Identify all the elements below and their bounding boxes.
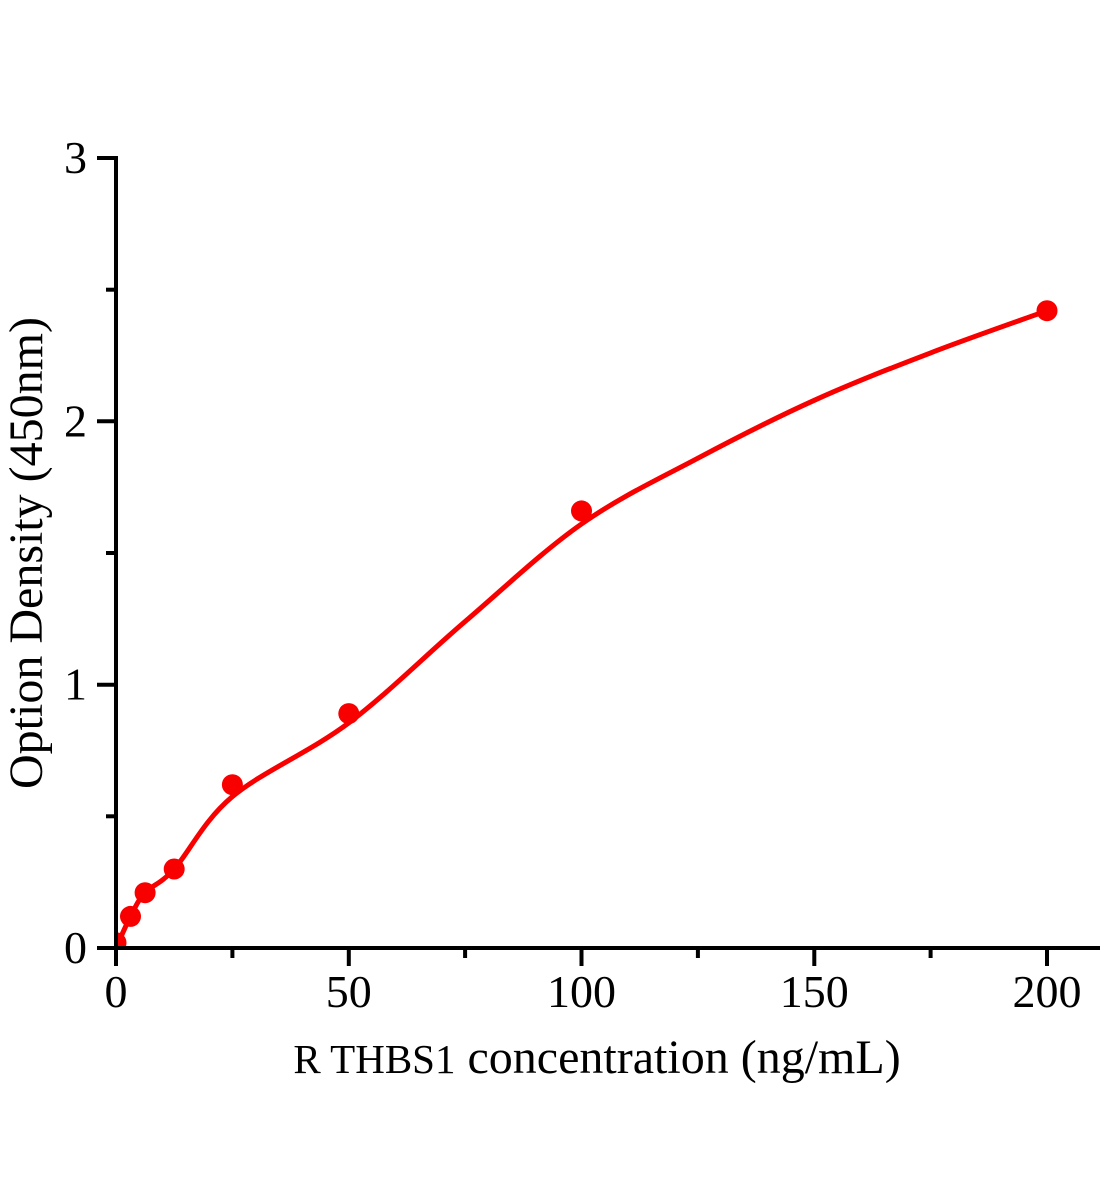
data-point-marker: [163, 858, 185, 880]
x-axis-title: R THBS1 concentration (ng/mL): [293, 1031, 900, 1084]
data-point-marker: [571, 500, 592, 522]
data-point-marker: [116, 932, 127, 948]
y-tick-label: 0: [64, 922, 87, 973]
data-point-marker: [134, 882, 156, 904]
x-tick-label: 0: [105, 966, 128, 1017]
x-axis-title-prefix: R THBS1: [293, 1036, 455, 1082]
data-point-marker: [120, 905, 141, 927]
y-tick-label: 1: [64, 659, 87, 710]
x-tick-label: 100: [547, 966, 616, 1017]
plot-area-group: [116, 300, 1058, 948]
x-tick-label: 50: [326, 966, 372, 1017]
data-point-marker: [1036, 300, 1058, 322]
y-tick-label: 3: [64, 132, 87, 183]
data-point-marker: [338, 703, 360, 725]
y-tick-label: 2: [64, 395, 87, 446]
y-axis-title: Option Density (450nm): [0, 317, 53, 789]
x-tick-label: 200: [1013, 966, 1082, 1017]
x-axis-title-rest: concentration (ng/mL): [456, 1031, 901, 1084]
data-point-marker: [221, 774, 243, 796]
x-tick-label: 150: [780, 966, 849, 1017]
standard-curve-line: [116, 308, 1050, 948]
